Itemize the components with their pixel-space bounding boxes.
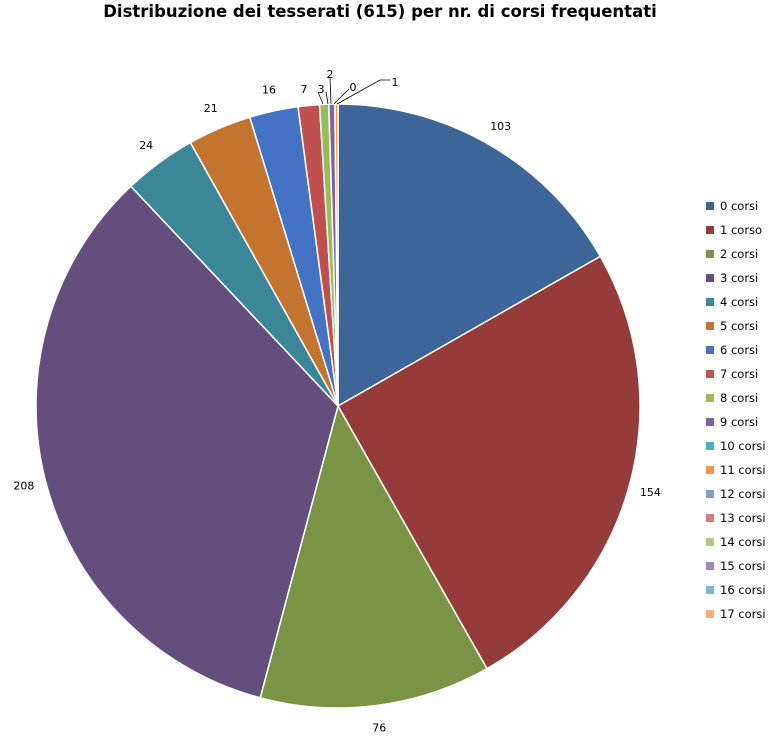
legend-label: 12 corsi — [720, 487, 766, 501]
legend-swatch — [706, 538, 714, 546]
legend-label: 16 corsi — [720, 583, 766, 597]
legend-swatch — [706, 250, 714, 258]
legend-item: 15 corsi — [706, 554, 766, 578]
legend-item: 2 corsi — [706, 242, 766, 266]
legend-swatch — [706, 322, 714, 330]
legend-item: 0 corsi — [706, 194, 766, 218]
legend-item: 13 corsi — [706, 506, 766, 530]
legend-item: 1 corso — [706, 218, 766, 242]
legend-label: 0 corsi — [720, 199, 759, 213]
legend-label: 8 corsi — [720, 391, 759, 405]
leader-line — [329, 76, 332, 105]
chart-title: Distribuzione dei tesserati (615) per nr… — [103, 2, 657, 21]
data-label: 16 — [262, 83, 276, 96]
legend-swatch — [706, 610, 714, 618]
leader-line — [317, 91, 324, 105]
data-label: 76 — [372, 721, 386, 734]
data-label: 24 — [139, 139, 153, 152]
legend-swatch — [706, 226, 714, 234]
legend-item: 14 corsi — [706, 530, 766, 554]
data-label: 154 — [640, 486, 661, 499]
legend-item: 17 corsi — [706, 602, 766, 626]
legend-swatch — [706, 370, 714, 378]
legend-label: 2 corsi — [720, 247, 759, 261]
legend-label: 11 corsi — [720, 463, 766, 477]
legend-label: 13 corsi — [720, 511, 766, 525]
legend-swatch — [706, 394, 714, 402]
legend-swatch — [706, 274, 714, 282]
legend: 0 corsi 1 corso 2 corsi 3 corsi 4 corsi 5 cor… — [706, 194, 766, 626]
pie-slice-0-corsi — [337, 103, 602, 408]
data-label: 1 — [392, 76, 399, 89]
leader-line — [333, 88, 350, 105]
data-label: 3 — [318, 83, 325, 96]
legend-label: 10 corsi — [720, 439, 766, 453]
legend-item: 3 corsi — [706, 266, 766, 290]
legend-label: 14 corsi — [720, 535, 766, 549]
leader-line — [336, 79, 390, 105]
legend-label: 9 corsi — [720, 415, 759, 429]
legend-swatch — [706, 298, 714, 306]
legend-label: 7 corsi — [720, 367, 759, 381]
data-label: 208 — [13, 480, 34, 493]
pie-slice-3-corsi — [35, 185, 339, 699]
pie-slice-1-corso — [336, 255, 641, 670]
legend-label: 6 corsi — [720, 343, 759, 357]
legend-item: 5 corsi — [706, 314, 766, 338]
legend-item: 6 corsi — [706, 338, 766, 362]
legend-swatch — [706, 514, 714, 522]
legend-label: 5 corsi — [720, 319, 759, 333]
legend-swatch — [706, 202, 714, 210]
legend-label: 4 corsi — [720, 295, 759, 309]
pie-slice-2-corsi — [259, 404, 489, 709]
legend-swatch — [706, 490, 714, 498]
legend-item: 4 corsi — [706, 290, 766, 314]
data-label: 2 — [327, 68, 334, 81]
legend-item: 7 corsi — [706, 362, 766, 386]
legend-swatch — [706, 346, 714, 354]
leader-line — [325, 91, 329, 105]
legend-item: 8 corsi — [706, 386, 766, 410]
legend-label: 3 corsi — [720, 271, 759, 285]
legend-item: 12 corsi — [706, 482, 766, 506]
legend-swatch — [706, 586, 714, 594]
pie-slice-11-corsi — [334, 103, 339, 407]
legend-label: 15 corsi — [720, 559, 766, 573]
data-label: 103 — [490, 120, 511, 133]
data-label: 0 — [350, 81, 357, 94]
legend-label: 1 corso — [720, 223, 763, 237]
legend-swatch — [706, 466, 714, 474]
legend-swatch — [706, 562, 714, 570]
legend-swatch — [706, 442, 714, 450]
legend-label: 17 corsi — [720, 607, 766, 621]
legend-item: 11 corsi — [706, 458, 766, 482]
data-label: 7 — [301, 83, 308, 96]
legend-item: 10 corsi — [706, 434, 766, 458]
data-label: 21 — [204, 102, 218, 115]
legend-item: 9 corsi — [706, 410, 766, 434]
legend-swatch — [706, 418, 714, 426]
legend-item: 16 corsi — [706, 578, 766, 602]
